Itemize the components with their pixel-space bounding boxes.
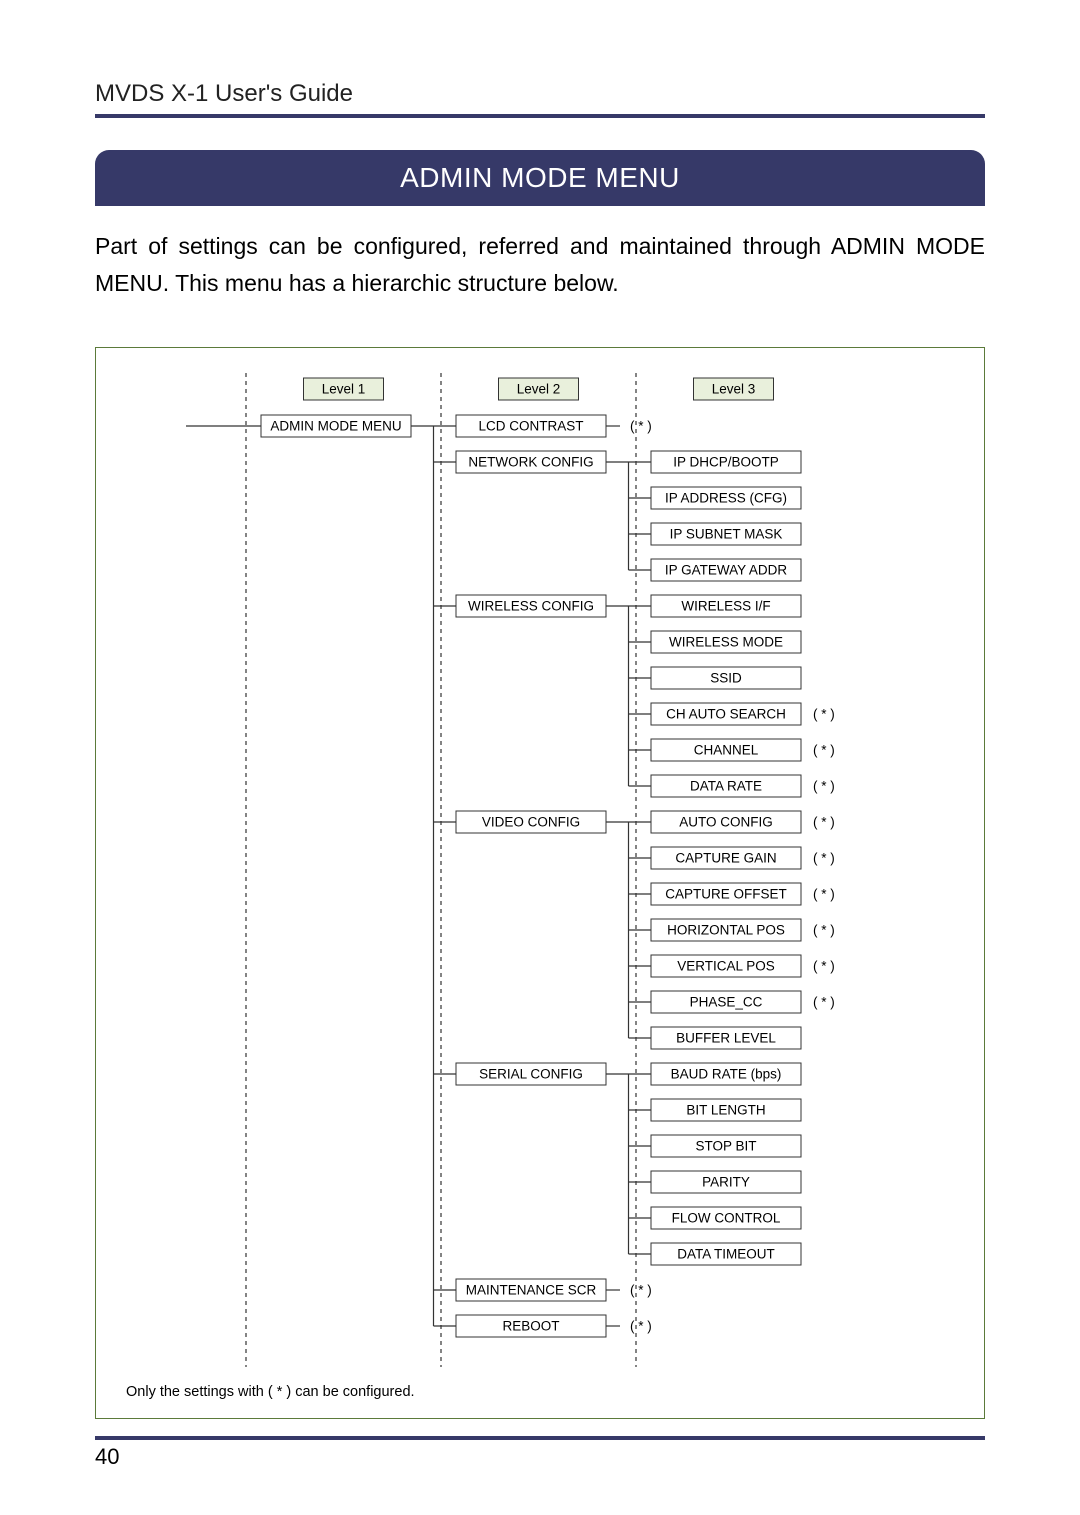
l2-maint-label: MAINTENANCE SCR [466, 1282, 597, 1297]
l3-video-3-label: HORIZONTAL POS [667, 922, 785, 937]
l3-serial-2-label: STOP BIT [695, 1138, 756, 1153]
l1-admin-mode-menu-label: ADMIN MODE MENU [270, 418, 401, 433]
l3-serial-3-label: PARITY [702, 1174, 750, 1189]
menu-tree-diagram: Level 1 Level 2 Level 3 ADMIN MODE MENU LCD … [95, 347, 985, 1419]
l3-wireless-0-label: WIRELESS I/F [681, 598, 770, 613]
l3-video-4-label: VERTICAL POS [677, 958, 775, 973]
config-star: ( * ) [813, 850, 835, 865]
config-star: ( * ) [813, 706, 835, 721]
l3-wireless-5-label: DATA RATE [690, 778, 762, 793]
doc-header-title: MVDS X-1 User's Guide [95, 80, 985, 114]
config-star: ( * ) [813, 814, 835, 829]
l2-network-label: NETWORK CONFIG [468, 454, 593, 469]
l3-network-2-label: IP SUBNET MASK [670, 526, 783, 541]
l3-wireless-3-label: CH AUTO SEARCH [666, 706, 786, 721]
l2-lcd-label: LCD CONTRAST [478, 418, 583, 433]
l3-network-1-label: IP ADDRESS (CFG) [665, 490, 787, 505]
level3-header-label: Level 3 [712, 381, 756, 396]
header-rule [95, 114, 985, 118]
l2-reboot-label: REBOOT [502, 1318, 559, 1333]
l3-network-3-label: IP GATEWAY ADDR [665, 562, 788, 577]
l2-video-label: VIDEO CONFIG [482, 814, 580, 829]
l3-wireless-1-label: WIRELESS MODE [669, 634, 783, 649]
level1-header-label: Level 1 [322, 381, 366, 396]
l2-wireless-label: WIRELESS CONFIG [468, 598, 594, 613]
config-star: ( * ) [630, 1318, 652, 1333]
l3-video-6-label: BUFFER LEVEL [676, 1030, 776, 1045]
config-star: ( * ) [813, 742, 835, 757]
config-star: ( * ) [813, 778, 835, 793]
l3-serial-1-label: BIT LENGTH [686, 1102, 765, 1117]
l3-serial-5-label: DATA TIMEOUT [677, 1246, 775, 1261]
diagram-footnote: Only the settings with ( * ) can be conf… [126, 1372, 954, 1400]
level2-header-label: Level 2 [517, 381, 561, 396]
l3-wireless-2-label: SSID [710, 670, 742, 685]
l2-serial-label: SERIAL CONFIG [479, 1066, 583, 1081]
config-star: ( * ) [630, 1282, 652, 1297]
l3-serial-0-label: BAUD RATE (bps) [671, 1066, 782, 1081]
l3-video-2-label: CAPTURE OFFSET [665, 886, 787, 901]
config-star: ( * ) [813, 886, 835, 901]
page-number: 40 [95, 1444, 119, 1470]
intro-paragraph: Part of settings can be configured, refe… [95, 228, 985, 302]
config-star: ( * ) [630, 418, 652, 433]
page: MVDS X-1 User's Guide ADMIN MODE MENU Pa… [0, 0, 1080, 1515]
l3-video-5-label: PHASE_CC [690, 994, 763, 1009]
config-star: ( * ) [813, 994, 835, 1009]
section-banner: ADMIN MODE MENU [95, 150, 985, 206]
tree-svg: Level 1 Level 2 Level 3 ADMIN MODE MENU LCD … [126, 368, 946, 1372]
l3-serial-4-label: FLOW CONTROL [672, 1210, 781, 1225]
l3-video-1-label: CAPTURE GAIN [675, 850, 776, 865]
config-star: ( * ) [813, 922, 835, 937]
footer-rule [95, 1436, 985, 1440]
l3-network-0-label: IP DHCP/BOOTP [673, 454, 779, 469]
config-star: ( * ) [813, 958, 835, 973]
l3-video-0-label: AUTO CONFIG [679, 814, 773, 829]
l3-wireless-4-label: CHANNEL [694, 742, 759, 757]
